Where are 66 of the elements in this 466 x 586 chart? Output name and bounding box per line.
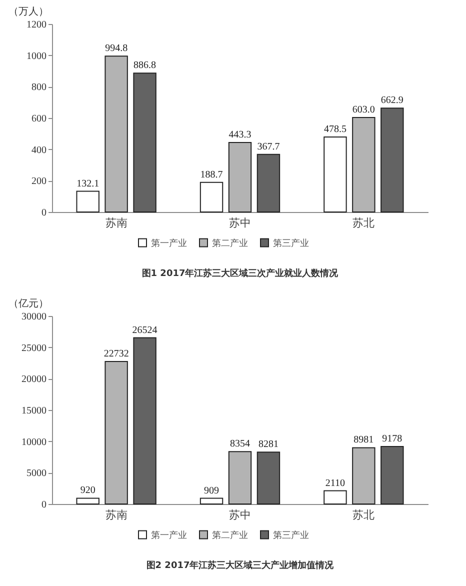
x-tick-label: 苏北 — [352, 508, 375, 522]
bar — [200, 498, 224, 504]
x-tick-label: 苏北 — [352, 216, 375, 230]
bar — [104, 361, 128, 504]
y-tick-label: 400 — [32, 144, 46, 156]
legend-label: 第一产业 — [151, 530, 187, 541]
x-tick-label: 苏南 — [105, 508, 128, 522]
y-tick-label: 1200 — [26, 20, 46, 30]
y-axis-title: （万人） — [8, 6, 48, 18]
x-tick-label: 苏中 — [229, 216, 251, 230]
bar — [352, 447, 376, 504]
bar — [324, 136, 347, 212]
legend-label: 第三产业 — [273, 238, 309, 249]
legend-label: 第一产业 — [151, 238, 187, 249]
y-tick-label: 10000 — [22, 436, 46, 448]
data-label: 909 — [204, 485, 220, 496]
bar — [104, 56, 128, 212]
y-tick-label: 0 — [42, 208, 46, 218]
data-label: 443.3 — [228, 130, 252, 141]
data-label: 478.5 — [324, 124, 346, 136]
y-tick-label: 200 — [32, 176, 46, 188]
bar — [133, 72, 156, 212]
data-label: 8981 — [354, 434, 374, 446]
y-tick-label: 20000 — [22, 374, 46, 386]
data-label: 8281 — [258, 439, 278, 450]
data-label: 9178 — [382, 433, 402, 444]
legend-label: 第二产业 — [212, 530, 248, 541]
bar — [324, 490, 347, 504]
data-label: 920 — [80, 485, 96, 496]
y-tick-label: 1000 — [26, 50, 46, 62]
legend-label: 第二产业 — [212, 238, 248, 249]
y-axis-title: （亿元） — [8, 298, 48, 310]
bar — [228, 451, 252, 504]
bar — [76, 190, 100, 212]
y-tick-label: 25000 — [22, 342, 46, 354]
bar — [256, 452, 280, 504]
y-tick-label: 600 — [32, 114, 46, 124]
bar — [256, 154, 280, 212]
data-label: 132.1 — [76, 178, 100, 190]
x-tick-label: 苏南 — [105, 216, 128, 230]
data-label: 8354 — [230, 438, 250, 450]
data-label: 2110 — [325, 478, 346, 489]
data-label: 26524 — [132, 324, 158, 336]
data-label: 662.9 — [380, 95, 404, 106]
data-label: 886.8 — [134, 60, 156, 72]
y-tick-label: 800 — [32, 82, 46, 94]
bar — [200, 182, 224, 212]
data-label: 188.7 — [200, 169, 223, 180]
data-label: 22732 — [104, 348, 129, 360]
bar — [133, 337, 156, 504]
bar — [228, 142, 252, 212]
bar — [76, 498, 100, 504]
data-label: 603.0 — [352, 104, 375, 116]
bar — [380, 108, 404, 212]
y-tick-label: 15000 — [22, 406, 46, 416]
x-tick-label: 苏中 — [229, 508, 251, 522]
bar — [380, 446, 404, 504]
text: 图1 2017年江苏三大区域三次产业就业人数情况 — [142, 268, 340, 279]
bar — [352, 117, 376, 212]
y-tick-label: 5000 — [26, 468, 46, 480]
legend-label: 第三产业 — [273, 530, 309, 541]
text: 图2 2017年江苏三大区域三大产业增加值情况 — [146, 560, 335, 571]
y-tick-label: 0 — [42, 500, 46, 510]
y-tick-label: 30000 — [22, 312, 46, 322]
data-label: 994.8 — [105, 43, 128, 54]
data-label: 367.7 — [257, 141, 280, 152]
